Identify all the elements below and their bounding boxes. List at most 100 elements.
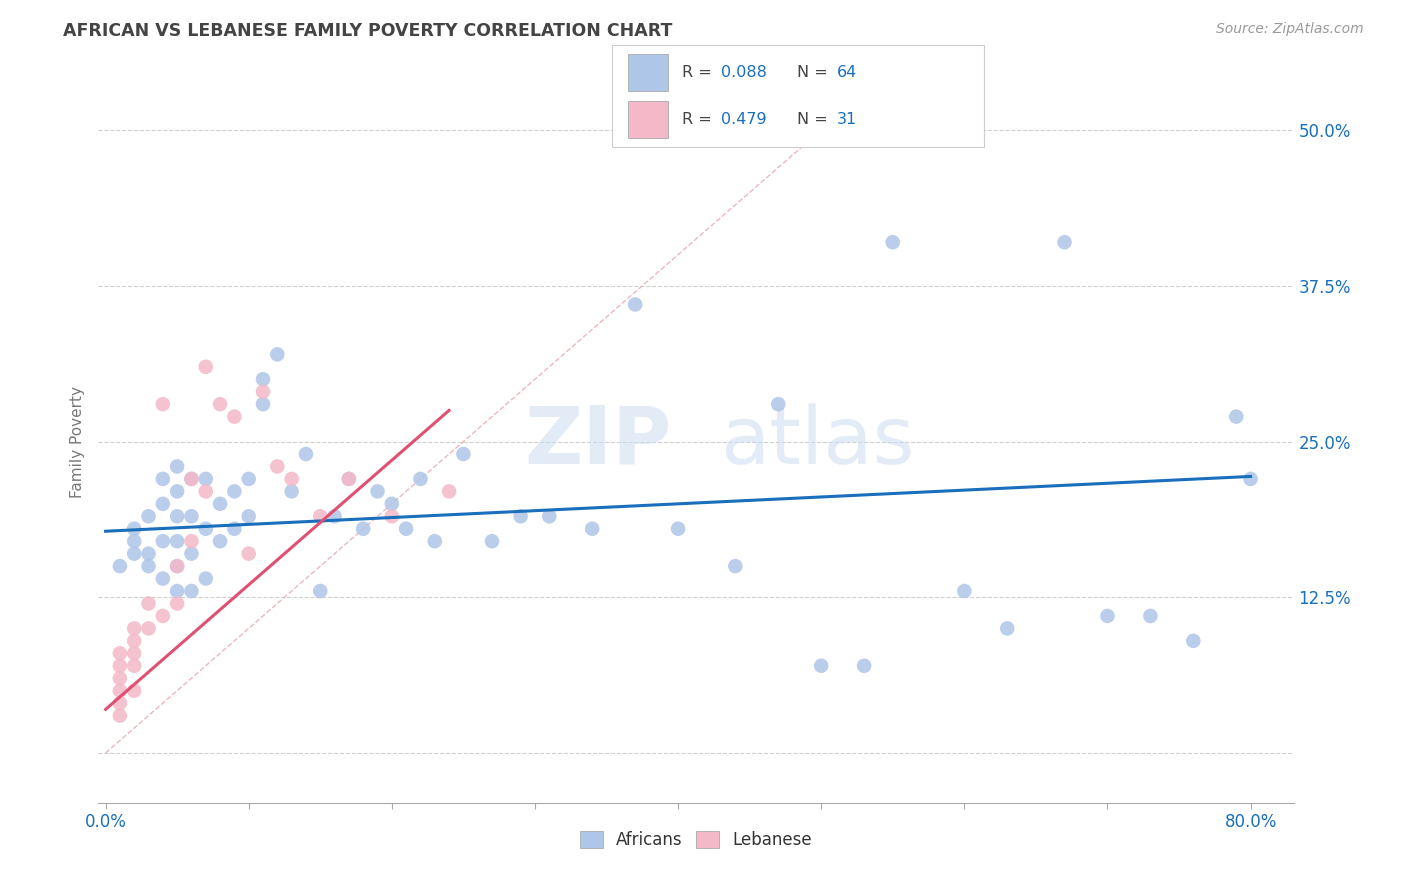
- Point: [309, 584, 332, 599]
- Point: [224, 409, 246, 424]
- Point: [1097, 609, 1119, 624]
- Text: N =: N =: [797, 112, 834, 127]
- Point: [152, 534, 174, 549]
- Point: [166, 559, 188, 574]
- Point: [995, 621, 1018, 635]
- Point: [180, 472, 202, 486]
- Point: [194, 484, 217, 499]
- Point: [122, 658, 145, 673]
- Point: [194, 522, 217, 536]
- Point: [180, 472, 202, 486]
- Point: [122, 522, 145, 536]
- Point: [1053, 235, 1076, 250]
- Point: [238, 472, 260, 486]
- Point: [724, 559, 747, 574]
- Point: [122, 547, 145, 561]
- Text: AFRICAN VS LEBANESE FAMILY POVERTY CORRELATION CHART: AFRICAN VS LEBANESE FAMILY POVERTY CORRE…: [63, 22, 672, 40]
- Point: [853, 658, 876, 673]
- Point: [152, 397, 174, 411]
- Point: [152, 497, 174, 511]
- Point: [295, 447, 318, 461]
- Point: [381, 497, 404, 511]
- Point: [108, 559, 131, 574]
- Point: [953, 584, 976, 599]
- Point: [122, 646, 145, 660]
- Y-axis label: Family Poverty: Family Poverty: [70, 385, 86, 498]
- Point: [108, 683, 131, 698]
- Point: [224, 522, 246, 536]
- Point: [1239, 472, 1261, 486]
- Text: 0.479: 0.479: [721, 112, 766, 127]
- Text: atlas: atlas: [720, 402, 914, 481]
- Point: [224, 484, 246, 499]
- Point: [266, 459, 288, 474]
- Point: [209, 397, 232, 411]
- Point: [180, 534, 202, 549]
- Point: [367, 484, 389, 499]
- Point: [194, 572, 217, 586]
- Point: [238, 509, 260, 524]
- Point: [453, 447, 475, 461]
- Point: [768, 397, 790, 411]
- Point: [337, 472, 360, 486]
- Text: N =: N =: [797, 65, 834, 79]
- Point: [166, 509, 188, 524]
- Point: [152, 609, 174, 624]
- Point: [122, 534, 145, 549]
- Point: [509, 509, 531, 524]
- Text: 0.088: 0.088: [721, 65, 768, 79]
- Text: 64: 64: [837, 65, 856, 79]
- Point: [166, 484, 188, 499]
- Point: [138, 509, 160, 524]
- Point: [1225, 409, 1247, 424]
- Point: [280, 472, 302, 486]
- Point: [138, 621, 160, 635]
- Point: [122, 621, 145, 635]
- Point: [309, 509, 332, 524]
- Text: Source: ZipAtlas.com: Source: ZipAtlas.com: [1216, 22, 1364, 37]
- Point: [481, 534, 503, 549]
- Point: [138, 559, 160, 574]
- Point: [882, 235, 904, 250]
- Point: [180, 547, 202, 561]
- Point: [166, 459, 188, 474]
- Point: [352, 522, 374, 536]
- Point: [323, 509, 346, 524]
- Text: R =: R =: [682, 112, 717, 127]
- Point: [108, 708, 131, 723]
- Point: [1182, 633, 1205, 648]
- Point: [252, 372, 274, 386]
- Point: [337, 472, 360, 486]
- Point: [180, 584, 202, 599]
- Point: [266, 347, 288, 361]
- Point: [209, 497, 232, 511]
- Point: [381, 509, 404, 524]
- Point: [194, 472, 217, 486]
- Point: [624, 297, 647, 311]
- Legend: Africans, Lebanese: Africans, Lebanese: [572, 824, 820, 856]
- Point: [166, 584, 188, 599]
- Point: [252, 384, 274, 399]
- Point: [194, 359, 217, 374]
- Point: [238, 547, 260, 561]
- Text: ZIP: ZIP: [524, 402, 672, 481]
- Text: R =: R =: [682, 65, 717, 79]
- Point: [166, 597, 188, 611]
- Point: [108, 696, 131, 710]
- Point: [108, 658, 131, 673]
- Point: [409, 472, 432, 486]
- Point: [108, 646, 131, 660]
- Point: [152, 472, 174, 486]
- Point: [423, 534, 446, 549]
- Point: [122, 683, 145, 698]
- Point: [138, 597, 160, 611]
- Point: [166, 559, 188, 574]
- Point: [581, 522, 603, 536]
- Point: [538, 509, 561, 524]
- Point: [437, 484, 460, 499]
- Point: [180, 509, 202, 524]
- Point: [108, 671, 131, 685]
- Point: [166, 534, 188, 549]
- Point: [280, 484, 302, 499]
- Point: [152, 572, 174, 586]
